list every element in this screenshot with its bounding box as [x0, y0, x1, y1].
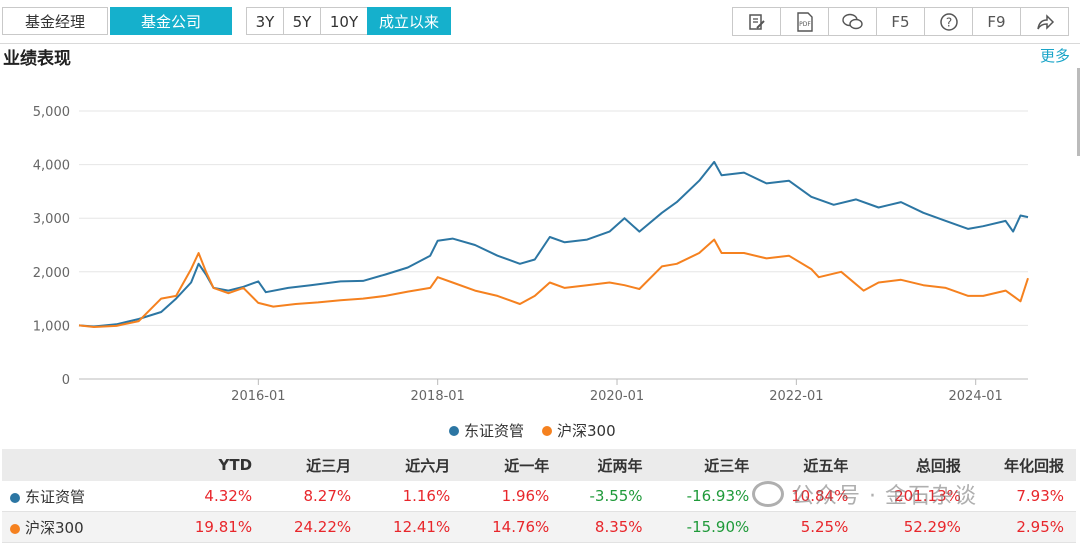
- header-cell: 总回报: [860, 449, 973, 481]
- table-cell: 2.95%: [972, 511, 1076, 543]
- header-cell: 近一年: [462, 449, 562, 481]
- table-cell: 8.35%: [561, 511, 655, 543]
- wechat-icon: [841, 13, 863, 29]
- y-tick-label: 1,000: [33, 319, 70, 334]
- tab-fund-company[interactable]: 基金公司: [110, 7, 232, 35]
- pdf-button[interactable]: PDF: [780, 7, 829, 36]
- y-tick-label: 2,000: [33, 266, 70, 281]
- x-tick-label: 2024-01: [949, 389, 1003, 404]
- row-name: 东证资管: [2, 481, 165, 512]
- table-cell: 14.76%: [462, 511, 562, 543]
- edit-note-button[interactable]: [732, 7, 781, 36]
- f9-button[interactable]: F9: [972, 7, 1021, 36]
- table-cell: 1.96%: [462, 481, 562, 512]
- grid-lines: [79, 110, 1028, 380]
- x-axis: 2016-01 2018-01 2020-01 2022-01 2024-01: [231, 379, 1003, 404]
- header-cell: 近五年: [761, 449, 861, 481]
- share-icon: [1036, 13, 1054, 30]
- table-cell: 201.13%: [860, 481, 973, 512]
- svg-text:?: ?: [945, 15, 951, 29]
- tool-buttons: PDF F5 ? F9: [732, 7, 1069, 36]
- section-title: 业绩表现: [3, 49, 71, 69]
- help-button[interactable]: ?: [924, 7, 973, 36]
- range-selector: 3Y 5Y 10Y 成立以来: [246, 7, 451, 35]
- table-cell: 8.27%: [264, 481, 364, 512]
- edit-note-icon: [748, 13, 765, 30]
- table-cell: -16.93%: [654, 481, 762, 512]
- wechat-button[interactable]: [828, 7, 877, 36]
- y-tick-label: 4,000: [33, 159, 70, 174]
- chart-legend: 东证资管 沪深300: [449, 420, 616, 441]
- header-cell: 近三年: [654, 449, 762, 481]
- range-3y-button[interactable]: 3Y: [246, 7, 284, 35]
- table-cell: -3.55%: [561, 481, 655, 512]
- performance-line-chart: 0 1,000 2,000 3,000 4,000 5,000 2016-01 2018-0…: [33, 105, 1029, 404]
- x-tick-label: 2020-01: [590, 389, 644, 404]
- table-row[interactable]: 东证资管 4.32% 8.27% 1.16% 1.96% -3.55% -16.…: [2, 481, 1076, 512]
- series-dot: [10, 492, 20, 503]
- pdf-icon: PDF: [796, 11, 813, 32]
- tab-fund-manager[interactable]: 基金经理: [2, 7, 108, 35]
- x-tick-label: 2016-01: [231, 389, 285, 404]
- scrollbar[interactable]: [1077, 68, 1080, 156]
- x-tick-label: 2022-01: [769, 389, 823, 404]
- table-row[interactable]: 沪深300 19.81% 24.22% 12.41% 14.76% 8.35% …: [2, 511, 1076, 543]
- table-cell: 24.22%: [264, 511, 364, 543]
- table-cell: 12.41%: [363, 511, 463, 543]
- header-cell: YTD: [165, 449, 265, 481]
- y-tick-label: 3,000: [33, 212, 70, 227]
- legend-item-series-1[interactable]: 东证资管: [449, 420, 524, 441]
- table-cell: 10.84%: [761, 481, 861, 512]
- y-axis: 0 1,000 2,000 3,000 4,000 5,000: [33, 105, 70, 388]
- range-since-inception-button[interactable]: 成立以来: [367, 7, 451, 35]
- svg-text:PDF: PDF: [799, 21, 811, 28]
- header-cell: 近两年: [561, 449, 655, 481]
- help-icon: ?: [939, 12, 958, 31]
- series-dot: [10, 523, 20, 534]
- table-cell: 5.25%: [761, 511, 861, 543]
- top-toolbar: 基金经理 基金公司 3Y 5Y 10Y 成立以来 PDF F5 ? F9: [0, 0, 1080, 44]
- table-cell: 1.16%: [363, 481, 463, 512]
- f5-button[interactable]: F5: [876, 7, 925, 36]
- legend-dot: [542, 425, 553, 436]
- range-10y-button[interactable]: 10Y: [320, 7, 368, 35]
- performance-table: YTD 近三月 近六月 近一年 近两年 近三年 近五年 总回报 年化回报 东证资…: [2, 449, 1076, 543]
- entity-tabs: 基金经理 基金公司: [2, 7, 232, 35]
- header-cell: 近三月: [264, 449, 364, 481]
- table-cell: 19.81%: [165, 511, 265, 543]
- table-cell: 52.29%: [860, 511, 973, 543]
- header-cell: 年化回报: [972, 449, 1076, 481]
- series-line-1: [78, 160, 1029, 328]
- table-header-row: YTD 近三月 近六月 近一年 近两年 近三年 近五年 总回报 年化回报: [2, 449, 1076, 481]
- series-line-2: [78, 238, 1029, 328]
- legend-dot: [449, 425, 459, 436]
- header-cell: 近六月: [363, 449, 463, 481]
- x-tick-label: 2018-01: [411, 389, 465, 404]
- row-name: 沪深300: [2, 511, 165, 543]
- table-cell: 7.93%: [972, 481, 1076, 512]
- y-tick-label: 5,000: [33, 105, 70, 120]
- share-button[interactable]: [1020, 7, 1069, 36]
- legend-item-series-2[interactable]: 沪深300: [542, 420, 616, 441]
- y-tick-label: 0: [62, 373, 70, 388]
- table-cell: 4.32%: [165, 481, 265, 512]
- header-cell: [2, 449, 165, 481]
- more-link[interactable]: 更多: [1039, 47, 1070, 65]
- series-lines: [78, 160, 1029, 328]
- table-cell: -15.90%: [654, 511, 762, 543]
- range-5y-button[interactable]: 5Y: [283, 7, 321, 35]
